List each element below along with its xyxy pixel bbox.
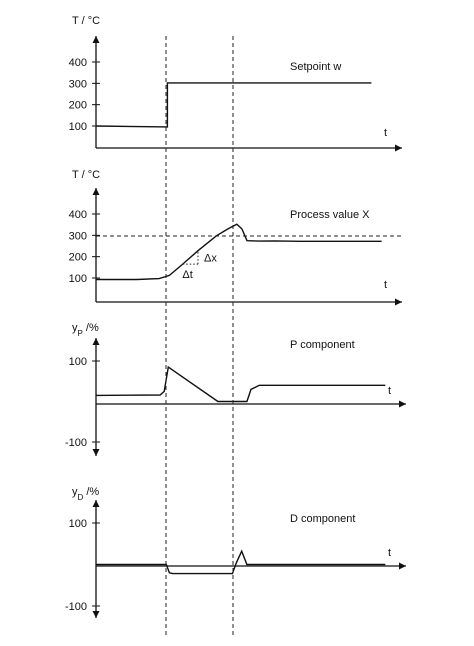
delta-x-label: Δx [204,252,217,264]
panel1-ytick-label: 400 [69,57,87,69]
panel3-y-label: yP /% [72,322,99,338]
panel3-y-arrow-down [92,449,100,456]
panel2-y-label: T / °C [72,169,100,181]
panel2-ytick-label: 300 [69,230,87,242]
panel3-ytick-label: -100 [65,437,87,449]
panel2-title: Process value X [290,209,370,221]
panel1-title: Setpoint w [290,61,341,73]
panel1-ytick-label: 100 [69,121,87,133]
panel1-y-arrow [92,36,100,43]
panel1-y-label: T / °C [72,15,100,27]
panel4-title: D component [290,513,355,525]
panel4-ytick-label: -100 [65,601,87,613]
panel1-x-label: t [384,127,387,139]
panel4-x-arrow [399,562,406,570]
panel4-series-line [96,549,386,575]
panel2-x-arrow [395,298,402,306]
panel4-y-arrow-down [92,611,100,618]
panel3-y-arrow [92,338,100,345]
panel4-y-label: yD /% [72,486,99,502]
panel1-series-line [95,82,372,128]
panel2-ytick-label: 200 [69,252,87,264]
panel2-y-arrow [92,188,100,195]
panel3-ytick-label: 100 [69,356,87,368]
panel3-series-line [95,365,386,403]
delta-t-label: Δt [182,269,192,281]
panel4-x-label: t [388,547,391,559]
panel3-title: P component [290,339,355,351]
panel4-ytick-label: 100 [69,518,87,530]
panel1-ytick-label: 200 [69,100,87,112]
panel4-y-arrow [92,500,100,507]
panel2-ytick-label: 100 [69,273,87,285]
panel2-x-label: t [384,279,387,291]
panel2-ytick-label: 400 [69,209,87,221]
panel1-ytick-label: 300 [69,78,87,90]
panel3-x-label: t [388,385,391,397]
panel2-series-line [96,223,382,281]
panel3-x-arrow [399,400,406,408]
panel1-x-arrow [395,144,402,152]
